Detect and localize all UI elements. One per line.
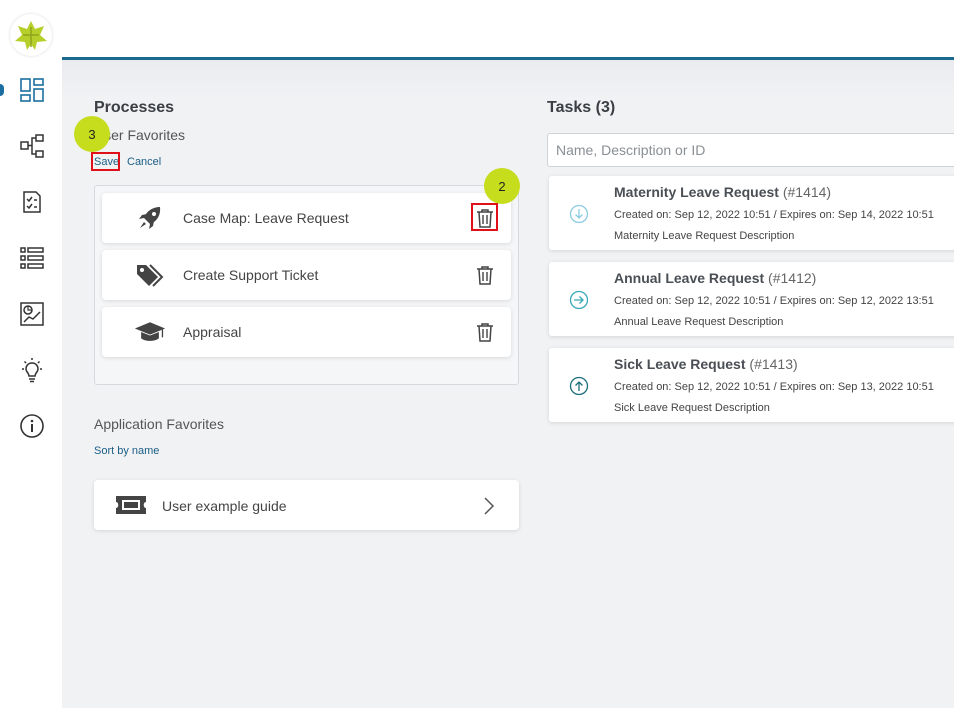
app-logo[interactable] [10, 14, 52, 56]
trash-icon [477, 323, 493, 342]
info-icon [20, 414, 44, 438]
rocket-icon [134, 204, 166, 232]
process-item-label: Case Map: Leave Request [183, 210, 349, 226]
task-id: (#1413) [749, 356, 798, 372]
task-search-input[interactable] [547, 133, 954, 167]
task-name-text: Sick Leave Request [614, 356, 746, 372]
dashboard-icon [20, 78, 44, 102]
delete-button[interactable] [473, 319, 497, 345]
user-favorites-label: User Favorites [94, 127, 186, 143]
task-description: Sick Leave Request Description [614, 402, 770, 414]
processes-title: Processes [94, 99, 175, 116]
lightbulb-icon [22, 358, 42, 383]
arrow-down-circle-icon [569, 204, 589, 224]
process-item[interactable]: Case Map: Leave Request [102, 193, 511, 243]
nav-about[interactable] [18, 412, 46, 440]
trash-icon [477, 209, 493, 228]
sort-by-name-link[interactable]: Sort by name [94, 445, 160, 457]
ticket-icon [114, 494, 148, 521]
save-button[interactable]: Save [94, 156, 120, 168]
task-name: Sick Leave Request (#1413) [614, 356, 798, 372]
application-favorites-label: Application Favorites [94, 416, 224, 432]
tasks-title: Tasks (3) [547, 99, 616, 116]
process-item-label: Create Support Ticket [183, 267, 319, 283]
application-favorite-item[interactable]: User example guide [94, 480, 519, 530]
task-dates: Created on: Sep 12, 2022 10:51 / Expires… [614, 209, 934, 221]
delete-button[interactable] [473, 262, 497, 288]
task-item[interactable]: Annual Leave Request (#1412) Created on:… [549, 262, 954, 336]
active-nav-marker [0, 84, 4, 96]
statistics-icon [20, 302, 44, 326]
task-dates: Created on: Sep 12, 2022 10:51 / Expires… [614, 295, 934, 307]
arrow-up-circle-icon [569, 376, 589, 396]
ivy-leaf-logo-icon [15, 21, 47, 50]
nav-processes-ideas[interactable] [18, 356, 46, 384]
task-id: (#1412) [768, 270, 817, 286]
application-favorite-label: User example guide [162, 498, 287, 514]
task-id: (#1414) [782, 184, 832, 200]
nav-cases[interactable] [18, 244, 46, 272]
task-description: Annual Leave Request Description [614, 316, 784, 328]
process-icon [20, 134, 44, 158]
task-dates: Created on: Sep 12, 2022 10:51 / Expires… [614, 381, 934, 393]
sidebar [0, 0, 62, 708]
step-badge-2: 2 [484, 168, 520, 204]
task-name-text: Annual Leave Request [614, 270, 765, 286]
task-name-text: Maternity Leave Request [614, 184, 779, 200]
graduation-cap-icon [134, 318, 166, 346]
nav-statistics[interactable] [18, 300, 46, 328]
task-name: Annual Leave Request (#1412) [614, 270, 816, 286]
chevron-right-icon [482, 496, 496, 521]
task-name: Maternity Leave Request (#1414) [614, 184, 831, 200]
nav-processes[interactable] [18, 132, 46, 160]
task-checklist-icon [23, 191, 41, 213]
nav-tasks[interactable] [18, 188, 46, 216]
task-description: Maternity Leave Request Description [614, 230, 795, 242]
step-badge-3: 3 [74, 116, 110, 152]
cancel-button[interactable]: Cancel [127, 156, 162, 168]
top-header [62, 0, 954, 60]
arrow-right-circle-icon [569, 290, 589, 310]
process-item[interactable]: Create Support Ticket [102, 250, 511, 300]
tags-icon [134, 261, 166, 289]
delete-button[interactable] [473, 205, 497, 231]
nav-dashboard[interactable] [18, 76, 46, 104]
list-icon [20, 247, 44, 269]
trash-icon [477, 266, 493, 285]
process-item[interactable]: Appraisal [102, 307, 511, 357]
task-item[interactable]: Sick Leave Request (#1413) Created on: S… [549, 348, 954, 422]
process-item-label: Appraisal [183, 324, 242, 340]
task-item[interactable]: Maternity Leave Request (#1414) Created … [549, 176, 954, 250]
